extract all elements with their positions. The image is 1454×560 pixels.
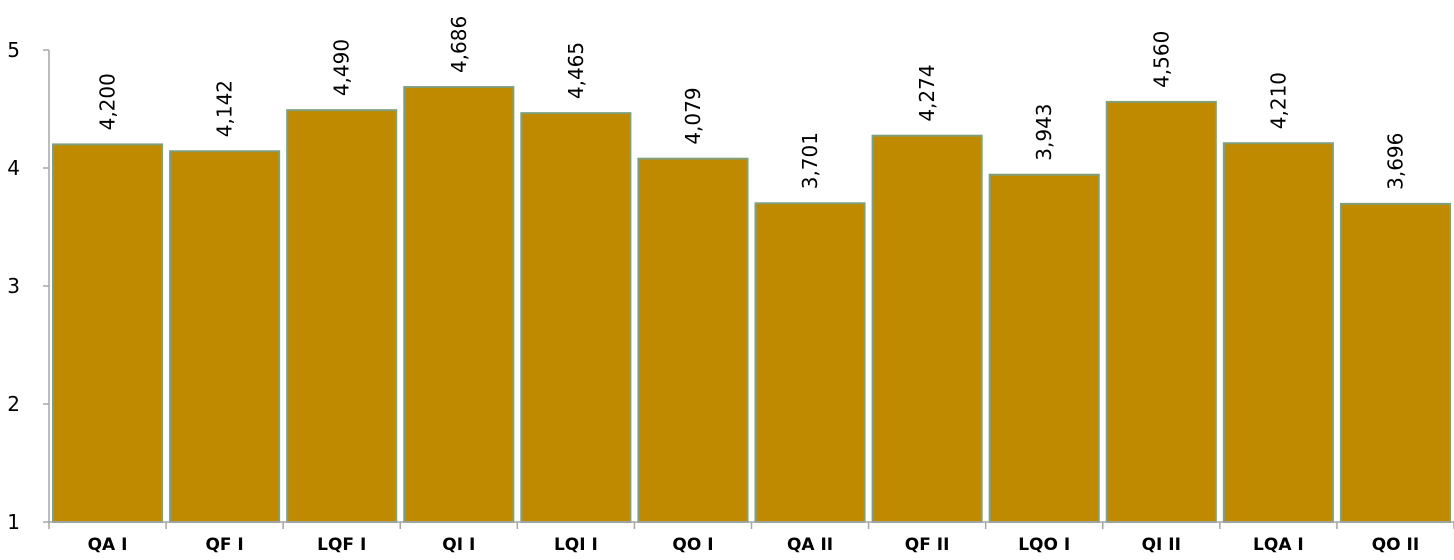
bar	[169, 150, 281, 524]
bar	[1339, 202, 1452, 523]
bar	[1222, 142, 1334, 523]
bar	[52, 143, 164, 523]
x-tick-label: LQF I	[317, 535, 366, 555]
bar	[1105, 100, 1217, 523]
data-label: 4,079	[681, 87, 705, 144]
x-tick-label: QO II	[1372, 535, 1419, 555]
data-label: 4,465	[564, 42, 588, 99]
data-label: 3,696	[1383, 133, 1407, 190]
y-tick-label: 5	[7, 38, 20, 62]
bar	[637, 157, 749, 523]
y-tick-label: 1	[7, 510, 20, 534]
bar	[871, 134, 983, 523]
data-label: 4,210	[1266, 72, 1290, 129]
x-tick-label: QF II	[905, 535, 950, 555]
x-tick-label: LQO I	[1018, 535, 1070, 555]
data-label: 4,142	[213, 80, 237, 137]
x-tick-label: QA II	[787, 535, 833, 555]
x-tick-label: LQI I	[554, 535, 598, 555]
bar	[754, 202, 866, 523]
bars	[52, 86, 1452, 524]
data-label: 3,701	[798, 132, 822, 189]
x-axis: QA I QF I LQF I QI I LQI I QO I QA II QF II LQO …	[48, 521, 1454, 555]
data-label: 4,490	[330, 39, 354, 96]
x-tick-label: LQA I	[1253, 535, 1304, 555]
x-tick-label: QA I	[88, 535, 128, 555]
y-tick-label: 4	[7, 156, 20, 180]
bar	[403, 86, 515, 524]
data-label: 4,686	[447, 16, 471, 73]
x-tick-label: QI II	[1142, 535, 1181, 555]
y-axis: 1 2 3 4 5	[7, 38, 50, 534]
x-tick-label: QF I	[205, 535, 243, 555]
bar	[286, 109, 398, 524]
data-label: 4,200	[96, 73, 120, 130]
bar	[988, 173, 1100, 523]
y-tick-label: 3	[7, 274, 20, 298]
data-label: 4,274	[915, 64, 939, 121]
y-tick-label: 2	[7, 392, 20, 416]
data-label: 4,560	[1149, 31, 1173, 88]
data-labels: 4,200 4,142 4,490 4,686 4,465 4,079 3,701 4,274…	[96, 16, 1408, 190]
x-tick-label: QI I	[442, 535, 475, 555]
x-tick-label: QO I	[672, 535, 713, 555]
data-label: 3,943	[1032, 103, 1056, 160]
bar	[520, 112, 632, 523]
